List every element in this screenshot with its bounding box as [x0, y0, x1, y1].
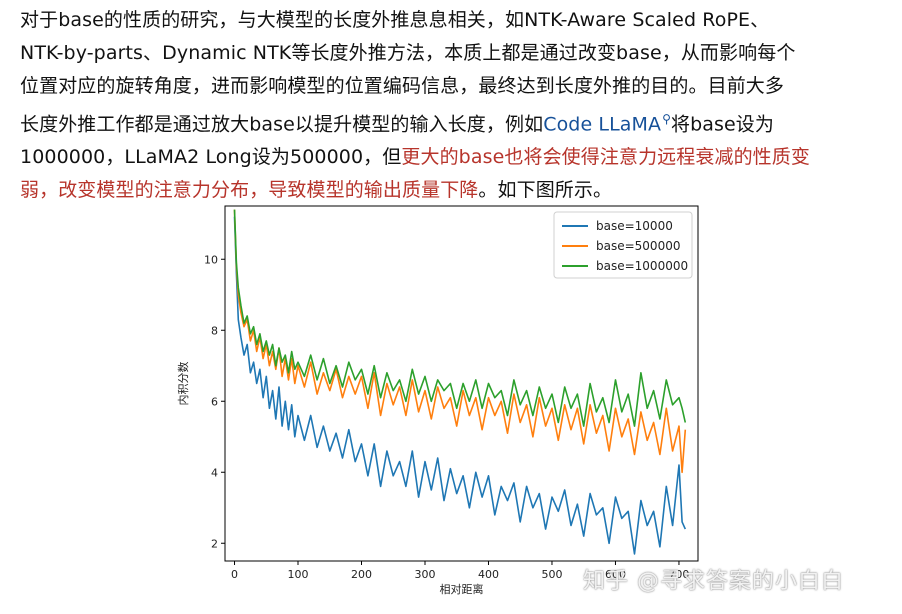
article-line: 对于base的性质的研究，与大模型的长度外推息息相关，如NTK-Aware Sc…: [20, 9, 770, 31]
article-line: 1000000，LLaMA2 Long设为500000，但更大的base也将会使…: [20, 146, 810, 169]
code-llama-link[interactable]: Code LLaMA: [543, 113, 662, 136]
series-line-3: [233, 209, 687, 427]
article-paragraph: 对于base的性质的研究，与大模型的长度外推息息相关，如NTK-Aware Sc…: [20, 4, 890, 207]
article-line: 位置对应的旋转角度，进而影响模型的位置编码信息，最终达到长度外推的目的。目前大多: [20, 75, 785, 97]
y-tick-label: 10: [204, 253, 218, 266]
x-tick-label: 100: [288, 568, 309, 581]
watermark: 知乎 @寻求答案的小白白: [583, 569, 844, 594]
x-tick-label: 600: [605, 568, 626, 581]
y-tick-label: 6: [211, 395, 218, 408]
x-tick-label: 300: [414, 568, 435, 581]
y-tick-label: 8: [211, 324, 218, 337]
plot-frame: [224, 205, 699, 562]
chart-legend: base=10000 base=500000 base=1000000: [553, 211, 693, 279]
article-line: 弱，改变模型的注意力分布，导致模型的输出质量下降。如下图所示。: [20, 179, 613, 202]
highlighted-text: 弱，改变模型的注意力分布，导致模型的输出质量下降: [20, 179, 479, 202]
legend-entry: base=10000: [596, 219, 673, 233]
x-tick-label: 200: [351, 568, 372, 581]
x-tick-label: 500: [541, 568, 562, 581]
series-line-1: [233, 216, 687, 555]
y-tick-label: 4: [211, 466, 218, 479]
article-line: 长度外推工作都是通过放大base以提升模型的输入长度，例如Code LLaMA⚲…: [20, 112, 774, 136]
y-tick-label: 2: [211, 537, 218, 550]
article-line: NTK-by-parts、Dynamic NTK等长度外推方法，本质上都是通过改…: [20, 42, 796, 64]
series-line-2: [233, 209, 687, 474]
y-axis-label: 内积分数: [176, 362, 190, 406]
x-tick-label: 700: [668, 568, 689, 581]
line-chart-figure: 0 100 200 300 400 500 600 700 2 4 6 8 10 base=10000 b…: [170, 200, 730, 608]
highlighted-text: 更大的base也将会使得注意力远程衰减的性质变: [401, 146, 810, 169]
legend-box: [553, 211, 693, 279]
x-tick-label: 0: [231, 568, 238, 581]
x-tick-label: 400: [478, 568, 499, 581]
legend-entry: base=1000000: [596, 259, 688, 273]
x-axis-label: 相对距离: [440, 582, 484, 596]
search-icon[interactable]: ⚲: [662, 112, 671, 126]
legend-entry: base=500000: [596, 239, 680, 253]
